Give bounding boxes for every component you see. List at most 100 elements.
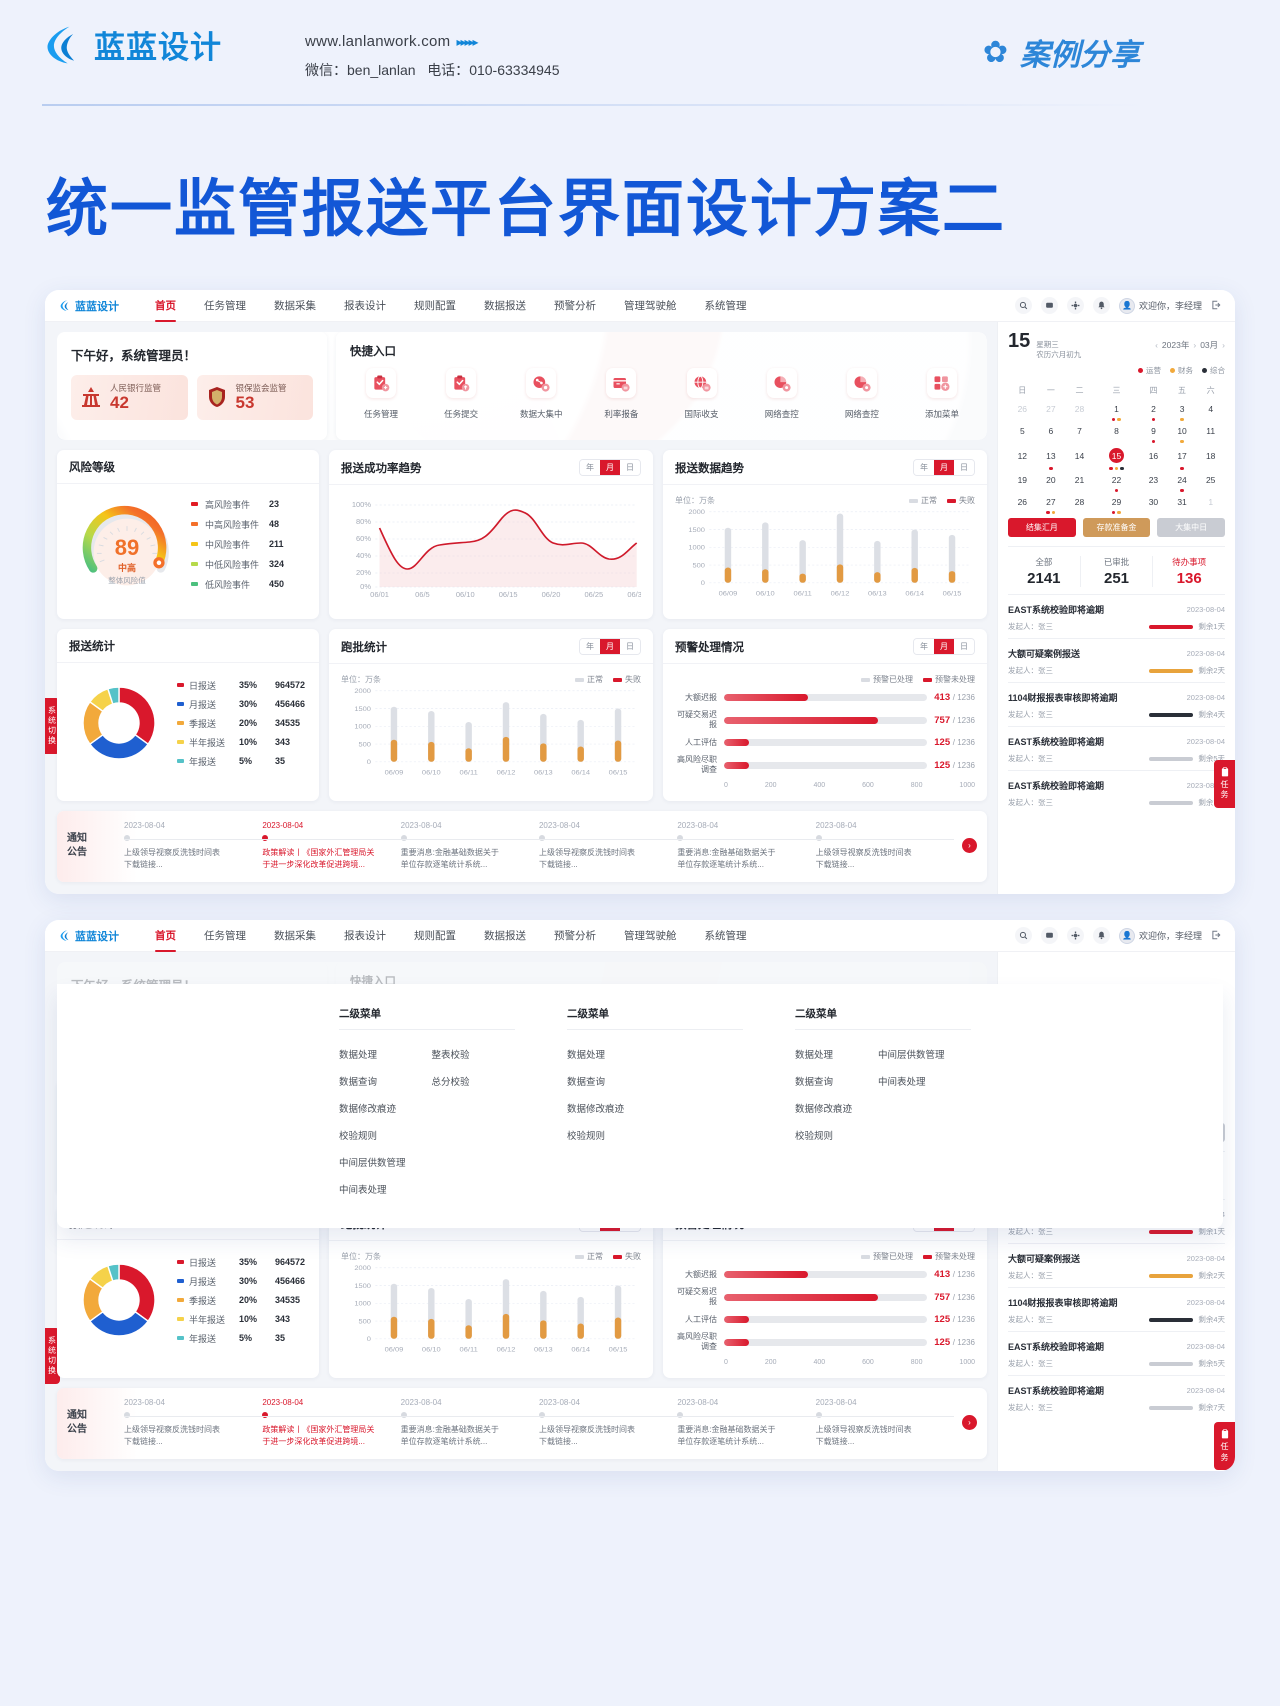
calendar-day-cell[interactable]: 21 [1074, 475, 1085, 486]
calendar-month[interactable]: 03月 [1200, 340, 1219, 351]
calendar-day-cell[interactable]: 26 [1017, 497, 1028, 508]
calendar-grid[interactable]: 日一二三四五六 26 27 28 1 2 3 4 5 6 7 8 9 10 11 12 13 14 15 16 17 1… [1008, 381, 1225, 515]
calendar-next-month[interactable]: › [1222, 340, 1225, 351]
range-year[interactable]: 年 [914, 639, 934, 654]
calendar-day-cell[interactable]: 27 [1046, 404, 1056, 415]
task-tab[interactable]: 任务 [1214, 1422, 1235, 1470]
dropdown-item[interactable]: 校验规则 [795, 1130, 834, 1142]
dropdown-item[interactable]: 数据查询 [339, 1076, 378, 1088]
dropdown-item[interactable]: 中间表处理 [878, 1076, 926, 1088]
calendar-tag-button[interactable]: 结集汇月 [1008, 518, 1076, 538]
nav-item-report-design[interactable]: 报表设计 [344, 930, 386, 943]
calendar-day-cell[interactable]: 6 [1048, 426, 1054, 437]
todo-item[interactable]: EAST系统校验即将逾期 2023-08-04 发起人：张三 剩余7天 [1008, 770, 1225, 814]
dropdown-item[interactable]: 中间层供数管理 [878, 1049, 945, 1061]
calendar-day-cell[interactable]: 1 [1208, 497, 1214, 508]
dropdown-item[interactable]: 中间表处理 [339, 1184, 387, 1196]
calendar-day-cell[interactable]: 20 [1046, 475, 1056, 486]
task-tab[interactable]: 任务 [1214, 760, 1235, 808]
nav-item-submit[interactable]: 数据报送 [484, 300, 526, 312]
bell-icon[interactable] [1092, 297, 1110, 314]
nav-item-rules[interactable]: 规则配置 [414, 930, 456, 943]
notice-item[interactable]: 2023-08-04 重要消息:金融基础数据关于 单位存款逐笔统计系统... [677, 1398, 815, 1447]
dropdown-item[interactable]: 数据处理 [567, 1049, 606, 1061]
notice-item[interactable]: 2023-08-04 上级领导视察反洗钱时间表 下载链接... [538, 1398, 677, 1447]
calendar-day-cell[interactable]: 15 [1094, 444, 1139, 471]
calendar-day-cell[interactable]: 31 [1177, 497, 1187, 508]
notice-item[interactable]: 2023-08-04 上级领导视察反洗钱时间表 下载链接... [815, 821, 954, 870]
calendar-day-cell[interactable]: 27 [1037, 493, 1066, 515]
calendar-day-cell[interactable]: 24 [1168, 471, 1197, 493]
nav-item-collect[interactable]: 数据采集 [274, 930, 316, 943]
calendar-day-cell[interactable]: 7 [1077, 426, 1082, 437]
dropdown-item[interactable]: 校验规则 [339, 1130, 378, 1142]
dropdown-item[interactable]: 数据处理 [339, 1049, 378, 1061]
nav-item-task[interactable]: 任务管理 [204, 300, 246, 312]
user-menu[interactable]: 👤 欢迎你，李经理 [1118, 927, 1202, 944]
nav-item-home[interactable]: 首页 [141, 298, 190, 322]
nav-item-system[interactable]: 系统管理 [704, 930, 747, 943]
nav-item-rules[interactable]: 规则配置 [414, 300, 456, 312]
todo-item[interactable]: EAST系统校验即将逾期 2023-08-04 发起人：张三 剩余7天 [1008, 1375, 1225, 1419]
notice-item[interactable]: 2023-08-04 上级领导视察反洗钱时间表 下载链接... [538, 821, 677, 870]
range-day[interactable]: 日 [954, 639, 974, 654]
range-year[interactable]: 年 [580, 639, 600, 654]
range-year[interactable]: 年 [580, 460, 600, 475]
calendar-day-cell[interactable]: 4 [1208, 404, 1214, 415]
user-menu[interactable]: 👤 欢迎你，李经理 [1118, 297, 1202, 314]
calendar-day-cell[interactable]: 5 [1019, 426, 1025, 437]
calendar-day-cell[interactable]: 17 [1168, 444, 1197, 471]
greeting-stat-pboc[interactable]: 人民银行监管 42 [71, 375, 188, 420]
todo-item[interactable]: 1104财报报表审核即将逾期 2023-08-04 发起人：张三 剩余4天 [1008, 682, 1225, 726]
calendar-day-cell[interactable]: 10 [1168, 422, 1197, 444]
range-month[interactable]: 月 [600, 639, 620, 654]
notice-item[interactable]: 2023-08-04 上级领导视察反洗钱时间表 下载链接... [124, 821, 262, 870]
calendar-day-cell[interactable]: 30 [1148, 497, 1159, 508]
notice-item[interactable]: 2023-08-04 重要消息:金融基础数据关于 单位存款逐笔统计系统... [400, 1398, 539, 1447]
nav-item-system[interactable]: 系统管理 [704, 300, 747, 312]
rail-stat[interactable]: 全部 2141 [1008, 556, 1081, 588]
calendar-day-cell[interactable]: 19 [1017, 475, 1028, 486]
quick-entry-net-control[interactable]: 网络查控 [831, 368, 893, 422]
notice-item[interactable]: 2023-08-04 上级领导视察反洗钱时间表 下载链接... [815, 1398, 954, 1447]
quick-entry-task-manage[interactable]: 任务管理 [350, 368, 412, 422]
dropdown-item[interactable]: 数据处理 [795, 1049, 834, 1061]
gear-icon[interactable] [1066, 927, 1084, 945]
data-trend-range-toggle[interactable]: 年 月 日 [913, 459, 975, 476]
notice-item[interactable]: 2023-08-04 政策解读丨《国家外汇管理局关 于进一步深化改革促进跨境... [262, 821, 400, 870]
calendar-year[interactable]: 2023年 [1161, 340, 1190, 351]
todo-item[interactable]: 1104财报报表审核即将逾期 2023-08-04 发起人：张三 剩余4天 [1008, 1287, 1225, 1331]
notice-next-button[interactable]: › [962, 1415, 977, 1431]
alert-range-toggle[interactable]: 年 月 日 [913, 638, 975, 655]
quick-entry-task-submit[interactable]: 任务提交 [430, 368, 492, 422]
dropdown-item[interactable]: 中间层供数管理 [339, 1157, 406, 1169]
quick-entry-intl-payment[interactable]: 国际收支 [671, 368, 733, 422]
notice-item[interactable]: 2023-08-04 政策解读丨《国家外汇管理局关 于进一步深化改革促进跨境... [262, 1398, 400, 1447]
todo-item[interactable]: EAST系统校验即将逾期 2023-08-04 发起人：张三 剩余5天 [1008, 726, 1225, 770]
range-year[interactable]: 年 [914, 460, 934, 475]
range-day[interactable]: 日 [954, 460, 974, 475]
calendar-day-cell[interactable]: 9 [1139, 422, 1168, 444]
dropdown-item[interactable]: 数据修改痕迹 [795, 1103, 853, 1115]
todo-item[interactable]: EAST系统校验即将逾期 2023-08-04 发起人：张三 剩余5天 [1008, 1331, 1225, 1375]
rail-stat[interactable]: 已审批 251 [1081, 556, 1154, 588]
calendar-day-cell[interactable]: 8 [1114, 426, 1119, 437]
dropdown-item[interactable]: 总分校验 [431, 1076, 470, 1088]
nav-item-alert[interactable]: 预警分析 [554, 300, 596, 312]
gear-icon[interactable] [1066, 297, 1084, 314]
calendar-day-cell[interactable]: 14 [1074, 450, 1085, 461]
range-day[interactable]: 日 [620, 460, 640, 475]
nav-item-alert[interactable]: 预警分析 [554, 930, 596, 943]
system-switch-tab[interactable]: 系统切换 [45, 1328, 60, 1385]
calendar-day-cell[interactable]: 22 [1094, 471, 1139, 493]
range-month[interactable]: 月 [600, 460, 620, 475]
dropdown-item[interactable]: 数据查询 [795, 1076, 834, 1088]
quick-entry-add-menu[interactable]: 添加菜单 [911, 368, 973, 422]
quick-entry-rate-report[interactable]: 利率报备 [590, 368, 652, 422]
nav-item-submit[interactable]: 数据报送 [484, 930, 526, 943]
success-trend-range-toggle[interactable]: 年 月 日 [579, 459, 641, 476]
batch-range-toggle[interactable]: 年 月 日 [579, 638, 641, 655]
dropdown-item[interactable]: 数据修改痕迹 [567, 1103, 625, 1115]
message-icon[interactable] [1040, 297, 1058, 314]
todo-item[interactable]: 大额可疑案例报送 2023-08-04 发起人：张三 剩余2天 [1008, 1243, 1225, 1287]
